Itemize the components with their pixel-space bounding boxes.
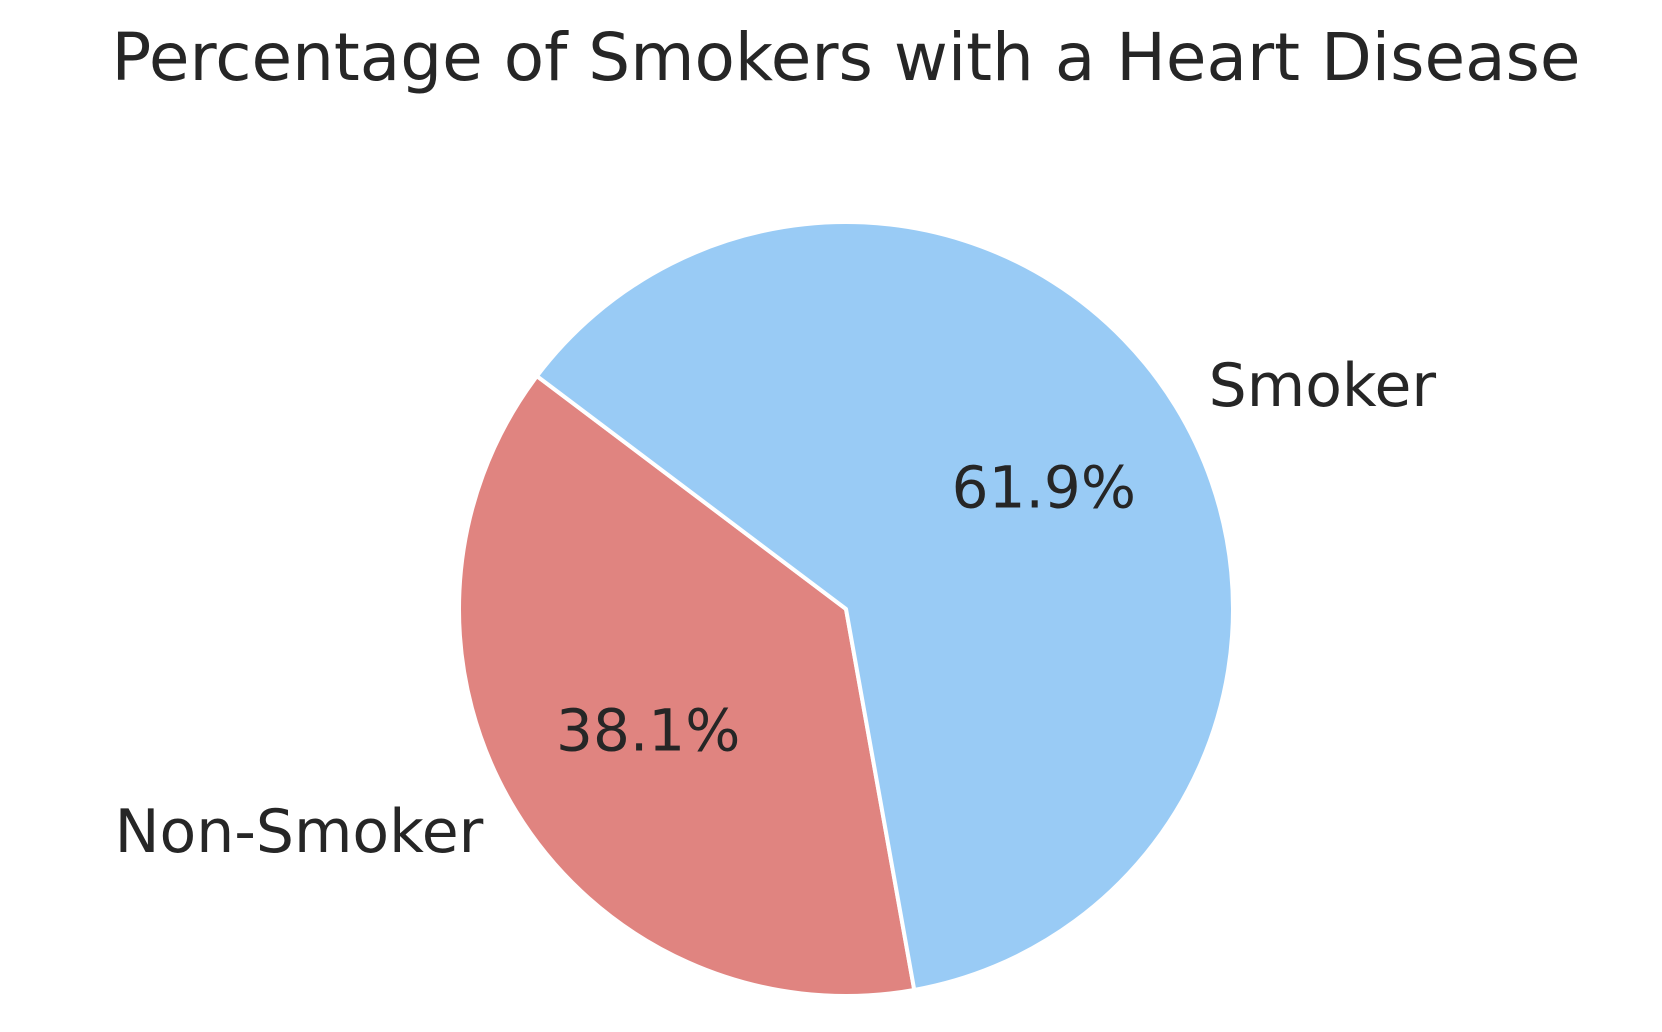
pie-labels: Non-Smoker 38.1% Smoker 61.9% [115,351,1437,867]
slice-label-non-smoker: Non-Smoker [115,797,484,867]
pie-slices [457,220,1235,998]
slice-percent-smoker: 61.9% [952,453,1136,521]
chart-title: Percentage of Smokers with a Heart Disea… [111,19,1580,96]
slice-percent-non-smoker: 38.1% [556,697,740,765]
slice-label-smoker: Smoker [1209,351,1437,421]
pie-slice-non-smoker [457,374,917,998]
pie-slice-smoker [534,220,1235,992]
